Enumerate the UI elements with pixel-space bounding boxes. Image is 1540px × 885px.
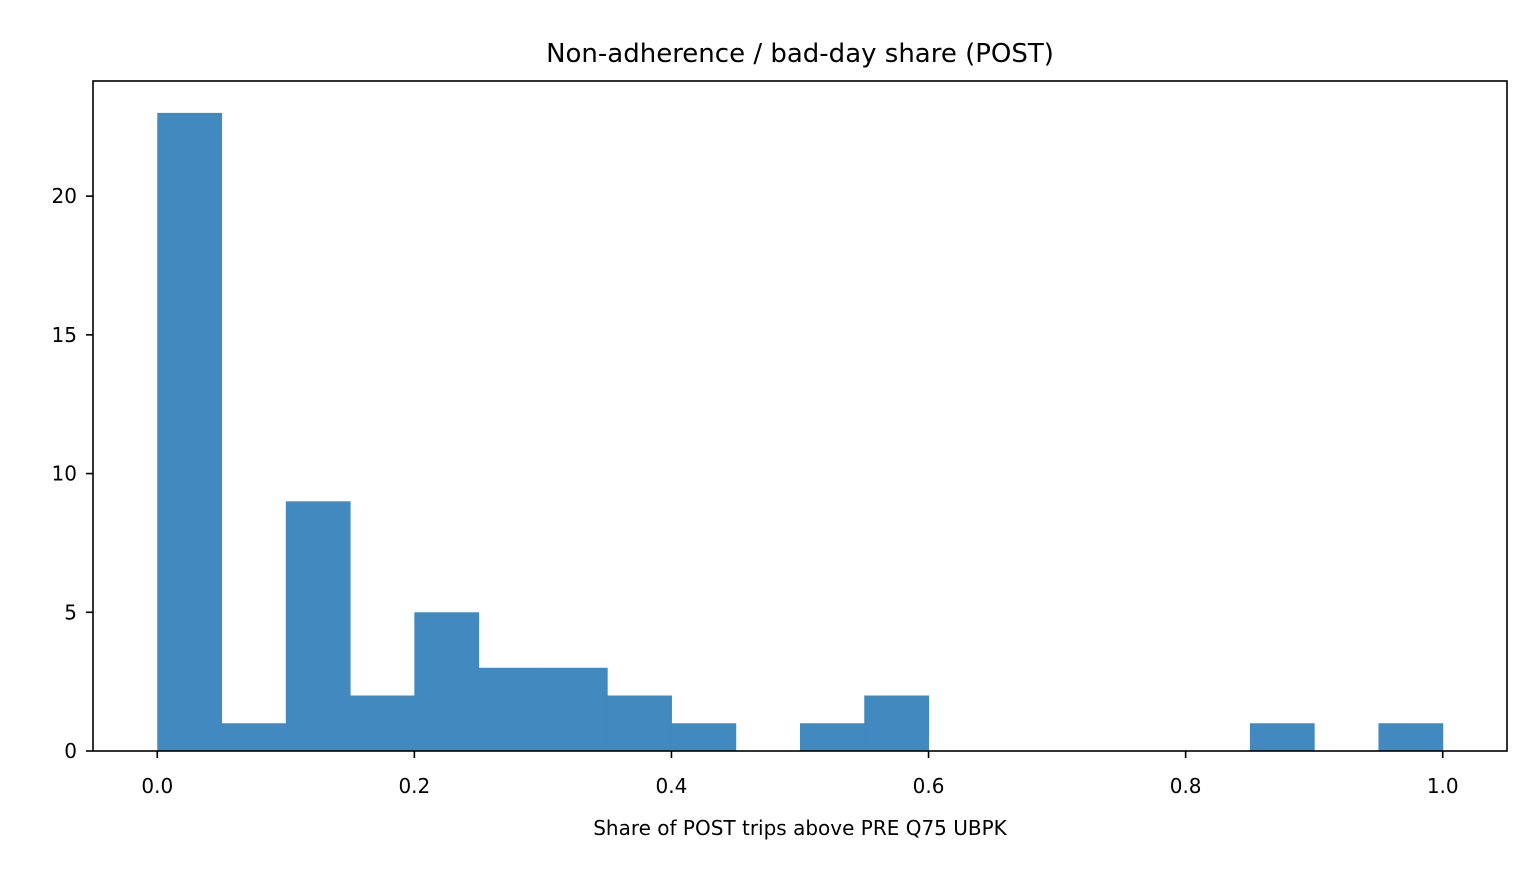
histogram-bar [157,112,223,751]
chart-title: Non-adherence / bad-day share (POST) [546,39,1054,69]
x-axis-label: Share of POST trips above PRE Q75 UBPK [593,816,1007,840]
histogram-bar [1378,723,1444,751]
bars-layer [157,112,1444,751]
plot-frame [92,80,1508,752]
histogram-bar [607,695,672,751]
x-tick-label: 0.0 [141,774,173,798]
x-tick-label: 0.8 [1170,774,1202,798]
y-tick-label: 5 [64,600,77,624]
histogram-bar [800,723,865,751]
histogram-bar [221,723,287,751]
x-tick-label: 0.4 [656,774,688,798]
histogram-bar [350,695,415,751]
x-tick-label: 0.6 [913,774,945,798]
x-tick-label: 1.0 [1427,774,1459,798]
y-tick-label: 0 [64,739,77,763]
histogram-bar [671,723,737,751]
histogram-bar [414,612,480,751]
histogram-bar [542,667,608,751]
y-tick-label: 15 [52,323,77,347]
histogram-bar [864,695,930,751]
ticks-layer: 0.0 0.2 0.4 0.6 0.8 1.0 0 5 10 15 20 [52,184,1459,798]
histogram-bar [285,501,351,751]
histogram-bar [478,667,544,751]
histogram-bar [1249,723,1315,751]
y-tick-label: 20 [52,184,77,208]
y-tick-label: 10 [52,462,77,486]
x-tick-label: 0.2 [398,774,430,798]
